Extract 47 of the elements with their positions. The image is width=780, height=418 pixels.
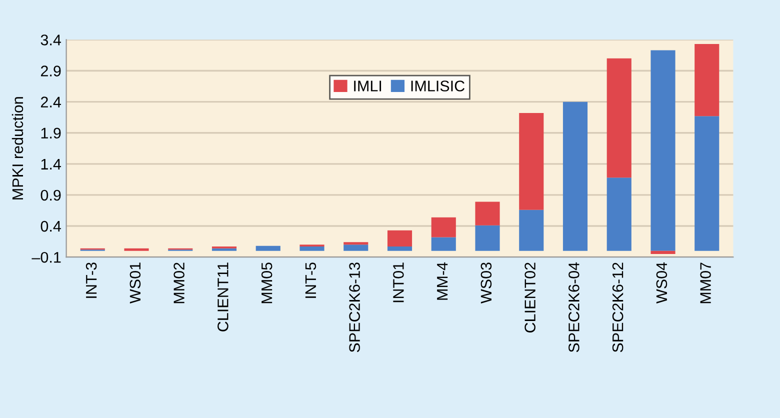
- bar: [694, 44, 720, 116]
- x-tick-label: WS04: [656, 262, 668, 304]
- bar: [606, 178, 632, 251]
- y-tick-label: 0.9: [40, 190, 61, 201]
- bar: [256, 246, 280, 251]
- x-tick-label: MM07: [700, 262, 711, 304]
- bar: [519, 210, 544, 251]
- legend-label: IMLI: [354, 80, 382, 92]
- y-tick-label: 2.9: [40, 66, 61, 76]
- bar: [694, 116, 720, 251]
- x-tick-label: CLIENT11: [218, 262, 228, 332]
- y-axis-title: MPKI reduction: [12, 97, 24, 200]
- bar: [344, 242, 368, 245]
- bar: [344, 244, 368, 251]
- bar: [650, 250, 676, 254]
- bar: [475, 225, 500, 251]
- bar: [124, 248, 149, 251]
- bar: [431, 237, 456, 251]
- x-tick-label: SPEC2K6-04: [568, 262, 580, 352]
- x-tick-label: CLIENT02: [524, 262, 536, 332]
- bar: [387, 230, 412, 247]
- x-tick-label: MM05: [261, 262, 272, 304]
- x-tick-label: WS01: [130, 262, 141, 304]
- x-tick-label: WS03: [480, 262, 492, 304]
- bar: [562, 102, 588, 251]
- x-tick-label: SPEC2K6-13: [349, 262, 360, 352]
- bar: [606, 58, 632, 178]
- bar: [650, 50, 676, 251]
- bar: [300, 246, 324, 251]
- y-tick-label: 2.4: [40, 96, 61, 108]
- x-tick-label: INT-5: [305, 262, 316, 298]
- x-tick-label: MM-4: [437, 262, 448, 300]
- bar: [475, 202, 500, 226]
- x-tick-label: INT-3: [86, 262, 97, 298]
- bar: [212, 248, 237, 251]
- y-tick-label: 1.9: [41, 128, 61, 139]
- x-tick-label: SPEC2K6-12: [612, 262, 624, 352]
- legend-label: IMLISIC: [411, 80, 465, 92]
- y-tick-label: –0.1: [32, 252, 61, 263]
- y-tick-label: 0.4: [40, 220, 61, 232]
- y-tick-label: 3.4: [40, 34, 61, 46]
- x-tick-label: MM02: [174, 262, 184, 304]
- bar: [431, 217, 456, 238]
- bar: [519, 112, 544, 210]
- x-tick-label: INT01: [393, 262, 404, 302]
- bar: [387, 246, 412, 251]
- y-tick-label: 1.4: [41, 158, 61, 170]
